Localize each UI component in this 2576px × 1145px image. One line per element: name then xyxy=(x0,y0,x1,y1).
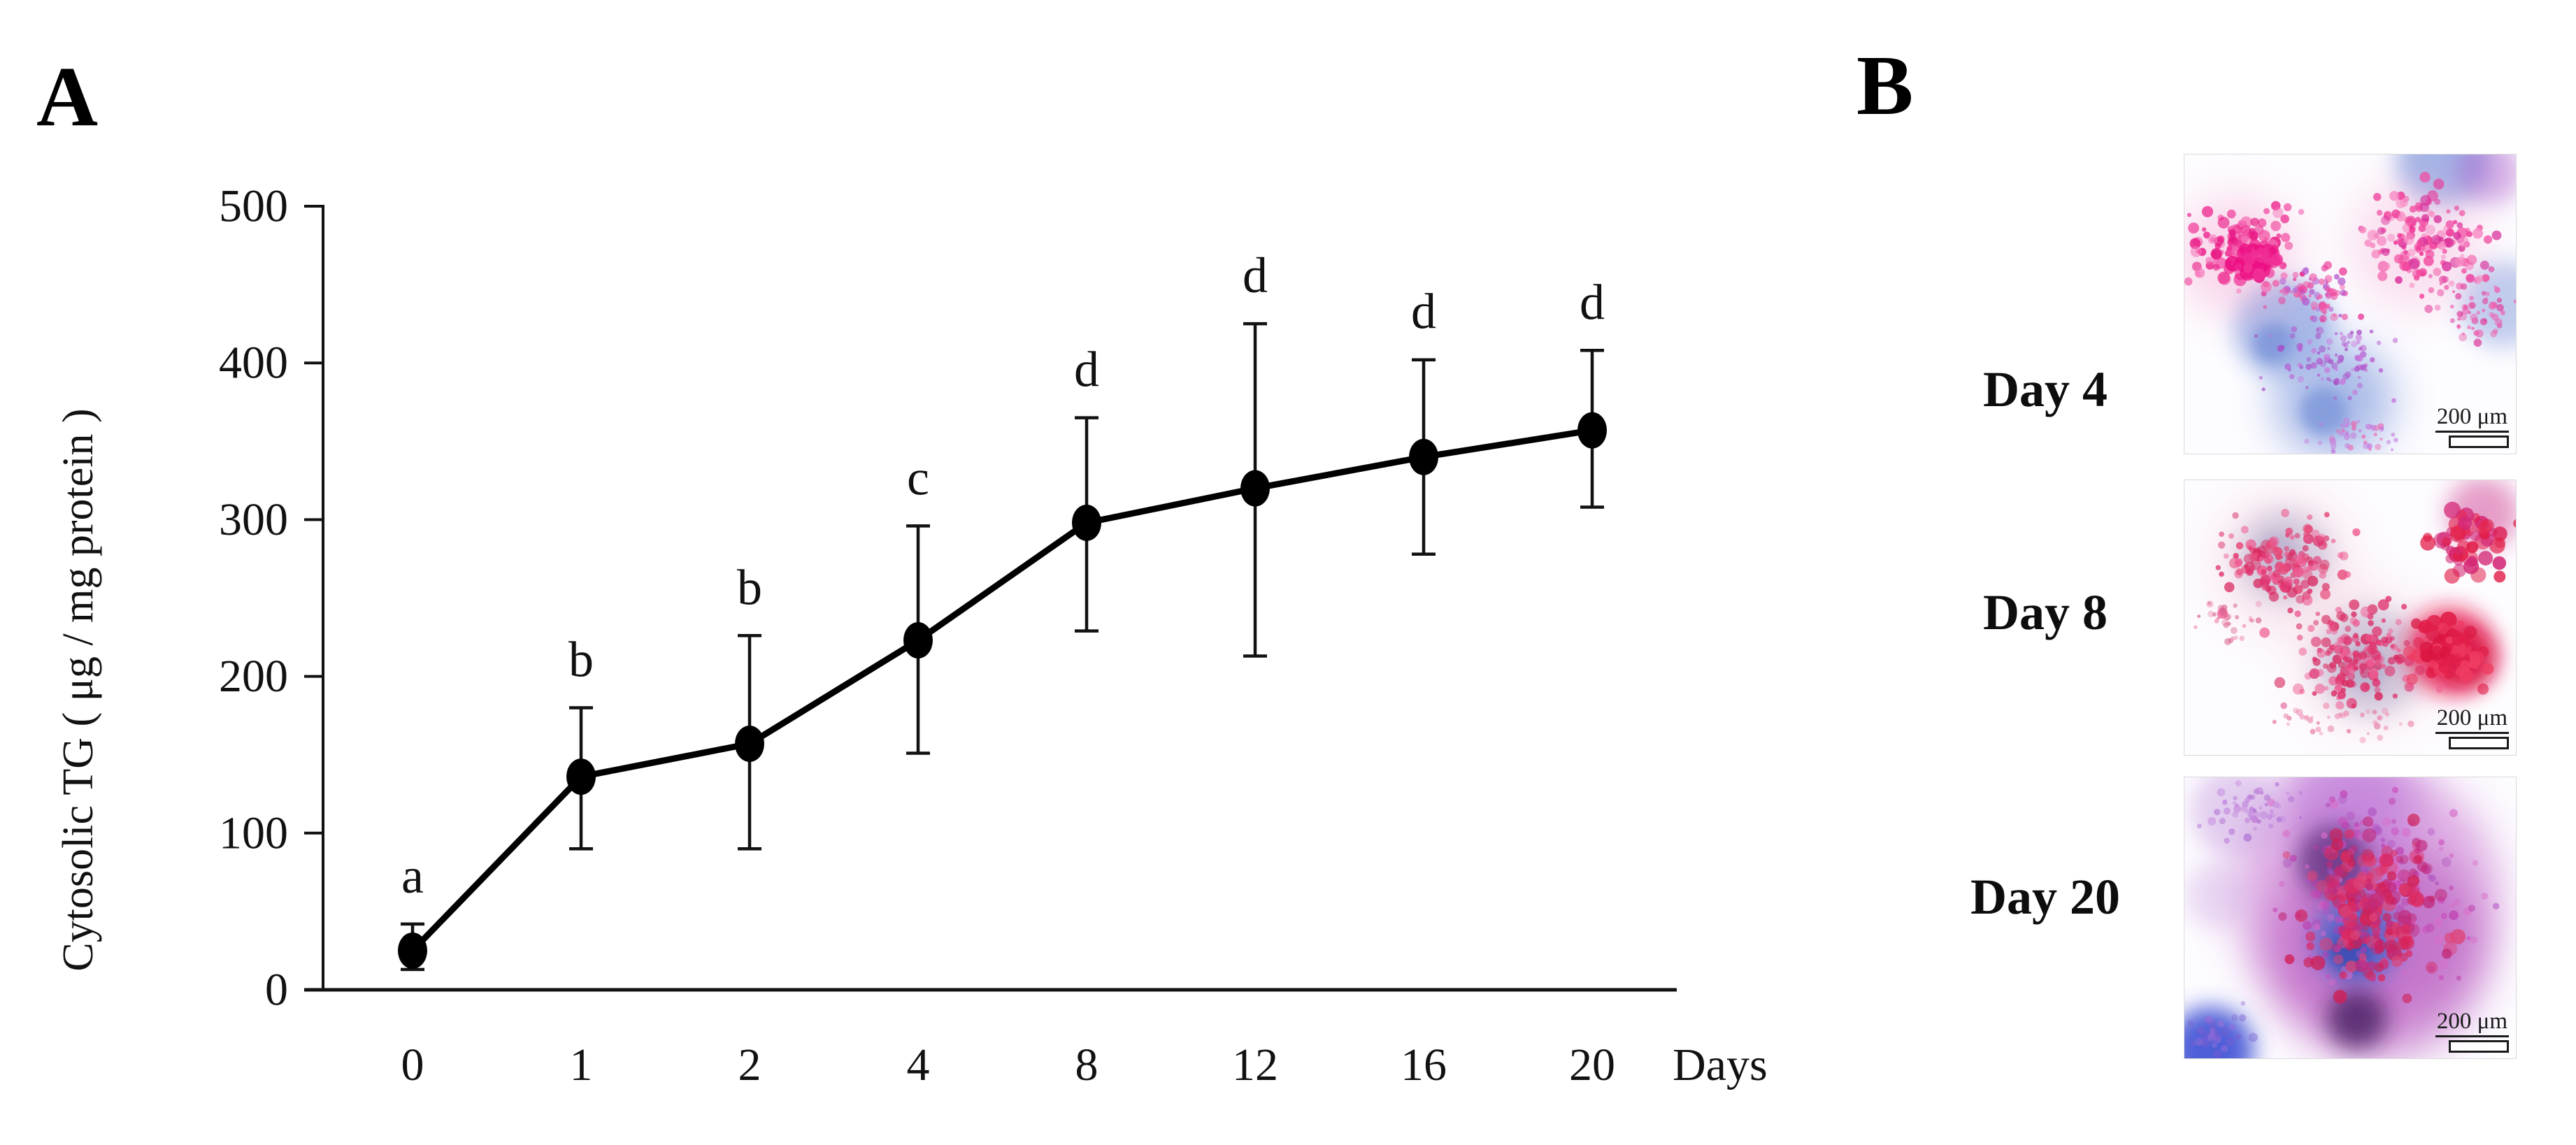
data-point xyxy=(398,932,427,969)
x-tick-label: 16 xyxy=(1401,1039,1447,1090)
y-tick-label: 100 xyxy=(219,807,288,858)
scale-bar-label: 200 μm xyxy=(2435,706,2509,734)
x-axis-title: Days xyxy=(1673,1039,1768,1090)
scale-bar: 200 μm xyxy=(2435,706,2509,749)
x-tick-label: 4 xyxy=(907,1039,930,1090)
micrograph-day-8-image xyxy=(2184,480,2516,755)
x-tick-label: 2 xyxy=(738,1039,761,1090)
significance-letter: d xyxy=(1074,342,1099,398)
scale-bar: 200 μm xyxy=(2435,405,2509,448)
data-point xyxy=(566,758,596,795)
scale-bar-rect xyxy=(2449,737,2509,749)
significance-letters: a b b c d d d d xyxy=(401,247,1605,904)
x-tick-label: 0 xyxy=(401,1039,424,1090)
micrograph-label-day-20: Day 20 xyxy=(1970,869,2120,925)
x-tick-label: 8 xyxy=(1075,1039,1099,1090)
data-point xyxy=(1577,412,1607,449)
scale-bar: 200 μm xyxy=(2435,1009,2509,1053)
y-tick-label: 200 xyxy=(219,651,288,702)
scale-bar-label: 200 μm xyxy=(2435,405,2509,433)
x-tick-label: 12 xyxy=(1232,1039,1278,1090)
data-markers xyxy=(398,412,1607,969)
significance-letter: b xyxy=(737,559,762,615)
data-point xyxy=(735,726,764,763)
significance-letter: c xyxy=(907,449,929,505)
micrograph-label-day-8: Day 8 xyxy=(1983,584,2108,640)
micrograph-day-4: 200 μm xyxy=(2184,154,2517,454)
x-tick-label: 1 xyxy=(570,1039,593,1090)
scale-bar-rect xyxy=(2449,1040,2509,1053)
micrograph-day-20: 200 μm xyxy=(2184,777,2517,1059)
data-point xyxy=(1072,504,1101,541)
significance-letter: d xyxy=(1243,247,1268,303)
y-tick-label: 400 xyxy=(219,338,288,389)
scale-bar-label: 200 μm xyxy=(2435,1009,2509,1037)
data-point xyxy=(1240,470,1270,507)
y-tick-label: 0 xyxy=(265,965,288,1016)
panel-a-label: A xyxy=(36,50,99,144)
y-axis: 0 100 200 300 400 500 xyxy=(219,181,324,1016)
data-point xyxy=(1409,438,1438,475)
significance-letter: b xyxy=(568,631,594,687)
x-tick-label: 20 xyxy=(1569,1039,1615,1090)
significance-letter: d xyxy=(1411,284,1436,340)
micrograph-day-20-image xyxy=(2184,777,2516,1058)
scale-bar-rect xyxy=(2449,435,2509,448)
data-point xyxy=(903,622,933,659)
panel-b-label: B xyxy=(1856,38,1914,133)
micrograph-day-8: 200 μm xyxy=(2184,480,2517,756)
significance-letter: a xyxy=(401,848,424,904)
y-tick-label: 300 xyxy=(219,494,288,545)
x-axis: 0 1 2 4 8 12 16 20 Days xyxy=(304,988,1768,1090)
micrograph-day-4-image xyxy=(2184,154,2516,454)
data-line xyxy=(409,427,1596,954)
y-tick-label: 500 xyxy=(219,181,288,232)
significance-letter: d xyxy=(1580,274,1605,330)
micrograph-label-day-4: Day 4 xyxy=(1983,361,2108,417)
y-axis-title: Cytosolic TG ( μg / mg protein ) xyxy=(55,408,102,971)
